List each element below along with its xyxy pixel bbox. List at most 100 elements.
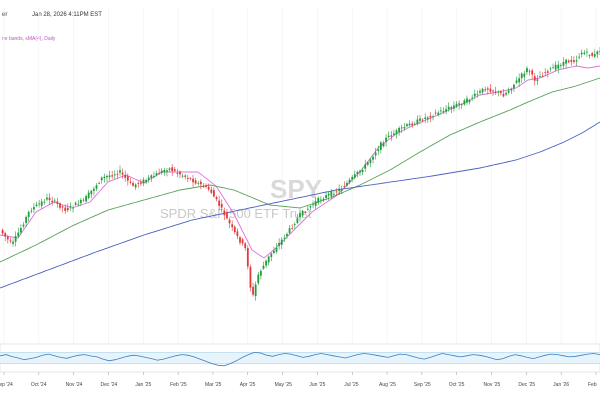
- candle-body: [126, 176, 129, 181]
- candle-body: [447, 106, 450, 110]
- symbol-label: er: [2, 12, 7, 18]
- x-tick-label: Jul '25: [344, 382, 359, 388]
- candle-body: [103, 176, 106, 179]
- candle-body: [513, 84, 515, 89]
- candle-body: [398, 127, 401, 133]
- candle-body: [570, 59, 573, 62]
- candle-body: [273, 250, 275, 254]
- candle-body: [351, 176, 354, 180]
- candle-body: [30, 210, 33, 212]
- candle-body: [541, 75, 544, 77]
- x-tick-label: Sep '24: [0, 382, 13, 388]
- candle-body: [160, 170, 163, 174]
- candle-body: [327, 193, 330, 196]
- candle-body: [116, 173, 119, 175]
- candle-body: [184, 175, 187, 177]
- candle-body: [59, 203, 61, 208]
- candle-body: [48, 197, 51, 201]
- candle-body: [481, 88, 484, 93]
- candle-body: [19, 227, 22, 233]
- candle-body: [421, 119, 424, 121]
- candle-body: [533, 76, 536, 81]
- candle-body: [267, 256, 270, 263]
- candle-body: [43, 201, 46, 203]
- candle-body: [359, 170, 361, 173]
- candle-body: [473, 93, 476, 97]
- rsi-band: [0, 352, 600, 364]
- overlay-line-1: [0, 65, 600, 259]
- candle-body: [466, 98, 468, 103]
- candle-body: [254, 284, 257, 297]
- candle-body: [411, 123, 414, 126]
- candle-body: [573, 60, 575, 62]
- candle-body: [476, 93, 479, 95]
- candle-body: [489, 88, 492, 92]
- candle-body: [119, 170, 121, 173]
- candle-body: [64, 207, 67, 211]
- candle-body: [231, 224, 234, 228]
- candle-body: [280, 239, 283, 245]
- candle-body: [176, 173, 179, 174]
- candle-body: [593, 54, 596, 57]
- x-axis: Sep '24 Oct '24 Nov '24 Dec '24 Jan '25 Feb '…: [0, 372, 597, 388]
- candle-body: [385, 137, 387, 142]
- candle-body: [299, 213, 301, 218]
- candle-body: [286, 233, 288, 237]
- candle-body: [393, 133, 395, 136]
- candle-body: [338, 188, 341, 191]
- candle-body: [293, 224, 296, 226]
- candle-body: [129, 181, 132, 183]
- candle-body: [575, 60, 578, 62]
- candle-body: [523, 73, 526, 77]
- candle-body: [450, 107, 453, 109]
- candle-body: [257, 274, 260, 284]
- candle-body: [499, 91, 502, 94]
- candle-body: [348, 179, 351, 183]
- candle-body: [518, 78, 521, 83]
- candle-body: [124, 175, 127, 178]
- candle-body: [374, 152, 377, 156]
- candle-body: [539, 76, 541, 77]
- candle-body: [82, 199, 85, 201]
- candle-body: [416, 119, 419, 125]
- candle-body: [233, 226, 236, 233]
- candle-body: [439, 110, 442, 112]
- candle-body: [408, 123, 411, 126]
- candle-body: [335, 191, 338, 193]
- candle-body: [218, 200, 221, 206]
- candle-body: [387, 135, 390, 137]
- candle-body: [291, 227, 294, 229]
- moving-average-lines: [0, 65, 600, 289]
- watermark-name: SPDR S&P 500 ETF Trust: [160, 206, 312, 221]
- candle-body: [113, 174, 116, 176]
- candle-body: [90, 190, 93, 195]
- candle-body: [121, 172, 124, 175]
- candle-body: [520, 73, 523, 79]
- candle-body: [546, 71, 549, 73]
- candle-body: [515, 80, 518, 83]
- candle-body: [27, 211, 30, 218]
- candle-body: [33, 206, 35, 210]
- candle-body: [147, 177, 150, 180]
- candle-body: [507, 90, 510, 93]
- x-tick-label: Jun '25: [309, 382, 325, 388]
- candle-body: [46, 197, 48, 200]
- candle-body: [366, 162, 369, 165]
- candle-body: [549, 68, 552, 70]
- candle-body: [586, 51, 588, 53]
- candle-body: [317, 197, 320, 203]
- candle-body: [424, 117, 427, 119]
- candle-body: [565, 59, 567, 64]
- candle-body: [484, 89, 487, 91]
- candle-body: [35, 204, 38, 206]
- candle-body: [429, 115, 432, 118]
- candle-body: [510, 88, 513, 91]
- candle-body: [25, 216, 27, 223]
- candle-body: [306, 208, 309, 210]
- candle-body: [14, 236, 17, 242]
- candle-body: [333, 193, 335, 195]
- candle-body: [437, 112, 440, 115]
- x-tick-label: Aug '25: [379, 382, 396, 388]
- candle-body: [567, 60, 570, 63]
- timestamp-label: Jan 28, 2026 4:11PM EST: [32, 12, 102, 18]
